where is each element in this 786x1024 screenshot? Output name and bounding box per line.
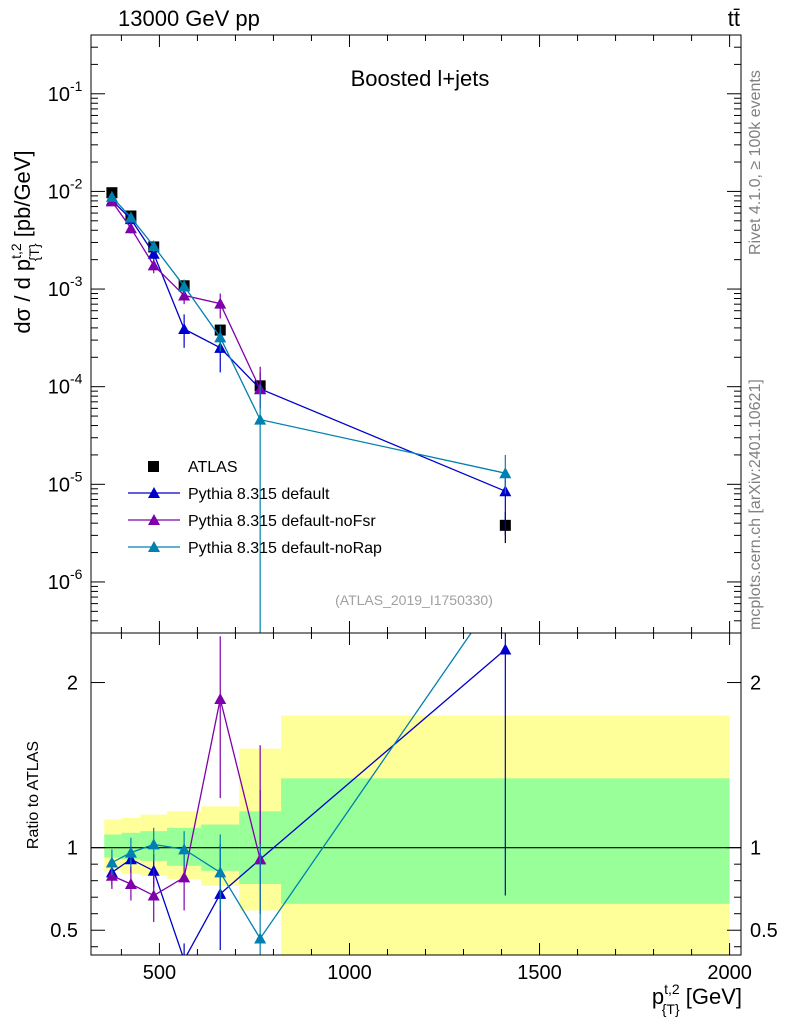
- ratio-point-pythia-8-315-default-norap-1: [124, 846, 137, 858]
- y-tick-exp-2: -4: [70, 371, 83, 387]
- rivet-label: Rivet 4.1.0, ≥ 100k events: [747, 70, 764, 255]
- svg-text:pt,2{T} [GeV]: pt,2 {T} [GeV]: [652, 981, 742, 1017]
- legend-label-nofsr: Pythia 8.315 default-noFsr: [188, 513, 376, 530]
- ratio-line-pythia-8-315-default-norap: [111, 633, 472, 940]
- point-pythia-8-315-default-nofsr-2: [147, 259, 160, 271]
- y-tick-label-4: 10: [48, 181, 70, 203]
- legend-marker-atlas: [148, 461, 159, 472]
- legend: ATLAS Pythia 8.315 default Pythia 8.315 …: [128, 459, 382, 557]
- point-pythia-8-315-default-norap-2: [147, 240, 160, 252]
- ratio-y-tick-label-left-2: 2: [67, 673, 78, 695]
- x-tick-label-1000: 1000: [327, 962, 372, 984]
- point-pythia-8-315-default-norap-1: [124, 211, 137, 223]
- point-pythia-8-315-default-norap-6: [499, 467, 512, 479]
- ratio-y-tick-label-right-1: 1: [750, 838, 761, 860]
- point-pythia-8-315-default-norap-5: [254, 413, 267, 425]
- ratio-point-pythia-8-315-default-3: [183, 953, 185, 955]
- point-pythia-8-315-default-norap-3: [178, 280, 191, 292]
- ratio-y-tick-label-right-2: 2: [750, 673, 761, 695]
- y-tick-exp-1: -5: [70, 468, 83, 484]
- ratio-y-tick-label-right-0.5: 0.5: [750, 920, 778, 942]
- point-pythia-8-315-default-norap-0: [105, 190, 118, 202]
- legend-label-default: Pythia 8.315 default: [188, 486, 330, 503]
- y-tick-label-2: 10: [48, 377, 70, 399]
- y-tick-label-5: 10: [48, 84, 70, 106]
- y-tick-exp-5: -1: [70, 78, 83, 94]
- legend-marker-norap: [148, 541, 160, 552]
- point-pythia-8-315-default-2: [147, 247, 160, 259]
- ratio-point-pythia-8-315-default-6: [499, 643, 512, 655]
- y-tick-label-1: 10: [48, 474, 70, 496]
- svg-text:dσ / d pt,2{T} [pb/GeV]: dσ / d pt,2 {T} [pb/GeV]: [8, 150, 42, 333]
- point-pythia-8-315-default-nofsr-3: [178, 289, 191, 301]
- chart-title: Boosted l+jets: [351, 66, 490, 91]
- mcplots-label: mcplots.cern.ch [arXiv:2401.10621]: [747, 379, 764, 630]
- y-tick-exp-3: -3: [70, 273, 83, 289]
- line-pythia-8-315-default-nofsr: [111, 201, 261, 390]
- ratio-point-pythia-8-315-default-norap-2: [147, 838, 160, 850]
- ratio-point-pythia-8-315-default-nofsr-4: [214, 693, 227, 705]
- point-pythia-8-315-default-3: [178, 322, 191, 334]
- x-tick-label-2000: 2000: [707, 962, 752, 984]
- ratio-y-tick-label-left-1: 1: [67, 838, 78, 860]
- ratio-point-pythia-8-315-default-norap-4: [214, 866, 227, 878]
- y-axis-label: dσ / d pt,2 {T} [pb/GeV]: [8, 150, 42, 333]
- x-tick-label-1500: 1500: [517, 962, 562, 984]
- legend-label-norap: Pythia 8.315 default-noRap: [188, 540, 382, 557]
- point-pythia-8-315-default-norap-4: [214, 331, 227, 343]
- main-plot-content: [105, 187, 512, 633]
- y-tick-exp-4: -2: [70, 175, 83, 191]
- point-pythia-8-315-default-nofsr-4: [214, 297, 227, 309]
- legend-marker-default: [148, 487, 160, 498]
- x-tick-label-500: 500: [143, 962, 176, 984]
- ratio-point-pythia-8-315-default-norap-5: [254, 932, 267, 944]
- header-right: tt̄: [728, 6, 740, 31]
- header-left: 13000 GeV pp: [118, 6, 260, 31]
- ratio-y-tick-label-left-0.5: 0.5: [50, 920, 78, 942]
- x-axis-label: pt,2 {T} [GeV]: [652, 981, 742, 1017]
- main-plot-border: [90, 34, 742, 634]
- ratio-point-pythia-8-315-default-nofsr-2: [147, 889, 160, 901]
- point-pythia-8-315-default-nofsr-1: [124, 222, 137, 234]
- ratio-plot-content: [91, 633, 741, 955]
- legend-marker-nofsr: [148, 514, 160, 525]
- ratio-y-axis-label: Ratio to ATLAS: [25, 741, 42, 849]
- main-plot-frame: [90, 34, 742, 634]
- ratio-point-pythia-8-315-default-norap-3: [178, 843, 191, 855]
- ratio-point-pythia-8-315-default-nofsr-1: [124, 877, 137, 889]
- band-stat-bin-0: [104, 834, 122, 858]
- y-tick-label-0: 10: [48, 572, 70, 594]
- y-tick-exp-0: -6: [70, 566, 83, 582]
- legend-label-atlas: ATLAS: [188, 459, 238, 476]
- analysis-tag: (ATLAS_2019_I1750330): [335, 592, 493, 608]
- ratio-point-pythia-8-315-default-nofsr-3: [178, 871, 191, 883]
- ratio-point-pythia-8-315-default-norap-0: [105, 856, 118, 868]
- y-tick-label-3: 10: [48, 279, 70, 301]
- ratio-line-pythia-8-315-default-nofsr: [111, 698, 261, 897]
